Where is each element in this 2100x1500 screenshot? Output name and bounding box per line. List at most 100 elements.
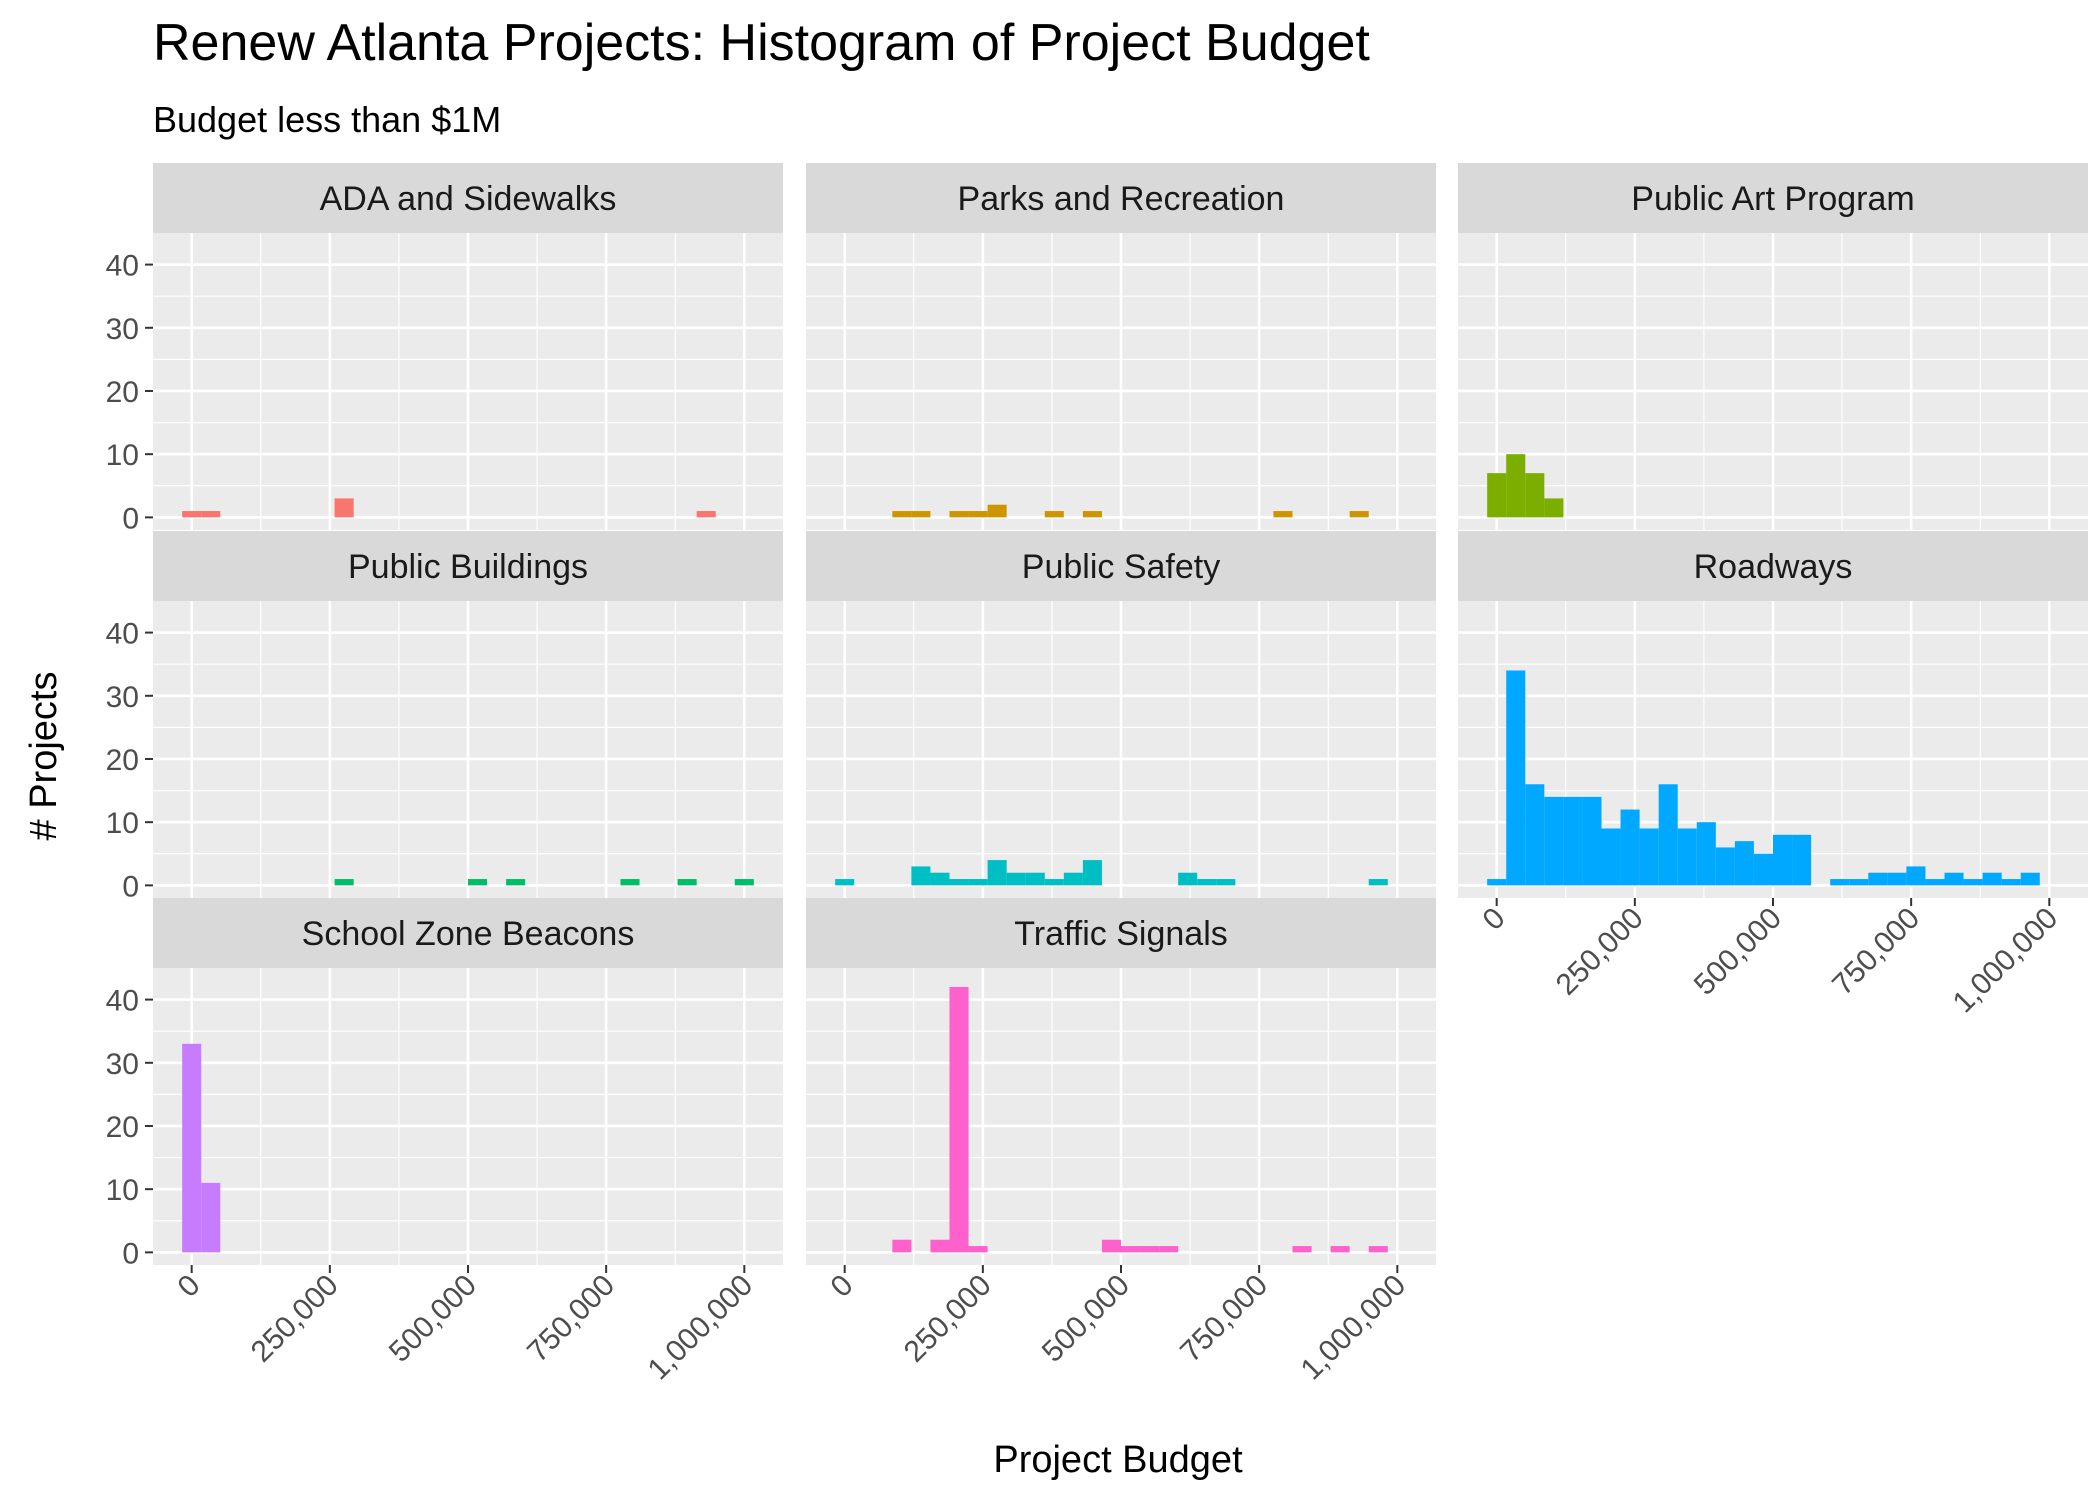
histogram-bar <box>930 872 950 886</box>
histogram-bar <box>1368 1246 1388 1253</box>
histogram-bar <box>1868 872 1888 886</box>
histogram-bar <box>182 511 202 518</box>
facet-label: School Zone Beacons <box>302 915 635 953</box>
x-tick-label: 750,000 <box>521 1269 621 1369</box>
histogram-bar <box>1658 784 1678 886</box>
facet-roadways: Roadways 0 250,000 500,000 750,000 1,000,000 <box>1458 531 2088 1019</box>
histogram-bar <box>1525 784 1545 886</box>
histogram-bar <box>1525 473 1545 518</box>
histogram-bar <box>892 511 912 518</box>
histogram-bar <box>201 1182 221 1253</box>
x-tick-label: 500,000 <box>1688 902 1788 1002</box>
facet-label: Parks and Recreation <box>958 180 1285 218</box>
histogram-bar <box>2001 879 2021 886</box>
histogram-bar <box>1563 796 1583 886</box>
histogram-bar <box>1601 828 1621 886</box>
histogram-bar <box>892 1239 912 1253</box>
histogram-bar <box>1696 822 1716 886</box>
histogram-bar <box>467 879 488 886</box>
facet-ada-and-sidewalks: ADA and Sidewalks 0 10 20 30 40 <box>106 163 783 535</box>
histogram-bar <box>1963 879 1983 886</box>
histogram-bar <box>1506 454 1526 518</box>
x-tick-label: 1,000,000 <box>1947 902 2065 1020</box>
histogram-bar <box>1830 879 1850 886</box>
histogram-bar <box>1582 796 1602 886</box>
x-tick-label: 0 <box>1476 902 1511 937</box>
facet-label: Public Safety <box>1022 548 1220 586</box>
histogram-bar <box>1506 670 1526 886</box>
facet-label: ADA and Sidewalks <box>320 180 617 218</box>
y-tick-label: 10 <box>106 439 139 472</box>
histogram-bar <box>1715 847 1735 886</box>
histogram-bar <box>1639 828 1659 886</box>
facet-strip <box>153 531 783 601</box>
histogram-bar <box>1159 1246 1179 1253</box>
histogram-bar <box>1120 1246 1141 1253</box>
histogram-bar <box>835 879 855 886</box>
histogram-bar <box>1006 872 1026 886</box>
histogram-bar <box>1887 872 1907 886</box>
histogram-bar <box>1487 473 1507 518</box>
histogram-bar <box>1544 796 1564 886</box>
histogram-bar <box>334 879 354 886</box>
histogram-bar <box>1330 1246 1350 1253</box>
histogram-bar <box>2020 872 2040 886</box>
histogram-bar <box>1772 834 1793 886</box>
y-tick-label: 10 <box>106 807 139 840</box>
facet-strip <box>806 163 1436 233</box>
facet-label: Public Buildings <box>348 548 588 586</box>
histogram-bar <box>677 879 697 886</box>
histogram-bar <box>911 866 931 886</box>
histogram-bar <box>1178 872 1198 886</box>
chart-title: Renew Atlanta Projects: Histogram of Pro… <box>153 14 1370 72</box>
histogram-bar <box>930 1239 950 1253</box>
histogram-bar <box>949 986 969 1253</box>
x-tick-label: 500,000 <box>1036 1269 1136 1369</box>
y-tick-label: 0 <box>122 502 139 535</box>
histogram-bar <box>1944 872 1964 886</box>
histogram-bar <box>1368 879 1388 886</box>
x-tick-label: 250,000 <box>245 1269 345 1369</box>
histogram-bar <box>1140 1246 1160 1253</box>
histogram-bar <box>1487 879 1507 886</box>
histogram-bar <box>1292 1246 1312 1253</box>
y-tick-label: 20 <box>106 376 139 409</box>
y-tick-label: 0 <box>122 870 139 903</box>
x-tick-label: 750,000 <box>1174 1269 1274 1369</box>
x-tick-label: 0 <box>824 1269 859 1304</box>
histogram-bar <box>734 879 754 886</box>
histogram-bar <box>1349 511 1369 518</box>
facet-public-art-program: Public Art Program <box>1458 163 2088 530</box>
histogram-bar <box>201 511 221 518</box>
histogram-bar <box>1025 872 1045 886</box>
facet-strip <box>1458 531 2088 601</box>
histogram-bar <box>696 511 716 518</box>
histogram-bar <box>1677 828 1697 886</box>
histogram-bar <box>1620 809 1640 886</box>
histogram-bar <box>1544 498 1564 518</box>
y-tick-label: 20 <box>106 1111 139 1144</box>
histogram-bar <box>1925 879 1945 886</box>
facet-public-buildings: Public Buildings 0 10 20 30 40 <box>106 531 783 903</box>
facet-traffic-signals: Traffic Signals 0 250,000 500,000 750,000 1,0… <box>806 898 1436 1386</box>
histogram-bar <box>968 879 988 886</box>
y-tick-label: 30 <box>106 1048 139 1081</box>
y-tick-label: 10 <box>106 1174 139 1207</box>
histogram-bar <box>334 498 354 518</box>
facet-strip <box>806 898 1436 968</box>
y-tick-label: 40 <box>106 985 139 1018</box>
facet-parks-and-recreation: Parks and Recreation <box>806 163 1436 530</box>
histogram-bar <box>1063 872 1083 886</box>
histogram-bar <box>1849 879 1869 886</box>
histogram-bar <box>1197 879 1217 886</box>
histogram-bar <box>1753 853 1774 886</box>
y-tick-label: 30 <box>106 313 139 346</box>
x-axis-title: Project Budget <box>993 1439 1243 1481</box>
histogram-bar <box>1216 879 1236 886</box>
histogram-bar <box>1044 879 1064 886</box>
histogram-bar <box>1082 511 1102 518</box>
histogram-bar <box>1792 834 1812 886</box>
histogram-bar <box>1273 511 1293 518</box>
facet-strip <box>806 531 1436 601</box>
histogram-bar <box>1044 511 1064 518</box>
